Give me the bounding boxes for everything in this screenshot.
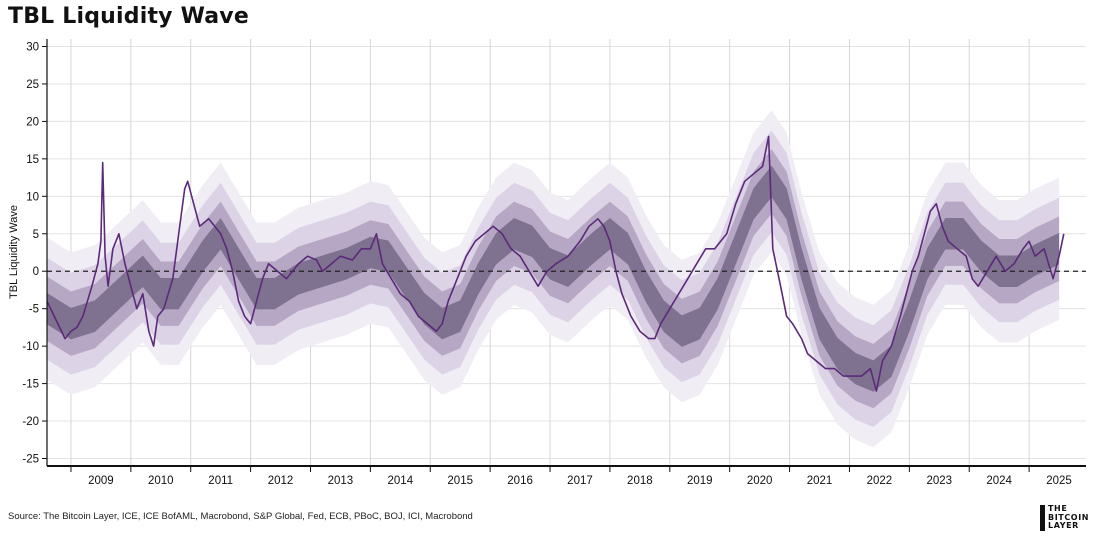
series-line-actual <box>46 135 1065 392</box>
y-tick-label: -10 <box>22 341 39 353</box>
x-tick-label: 2018 <box>627 475 653 487</box>
logo-line-2: BITCOIN <box>1048 512 1090 522</box>
y-tick-label: 25 <box>26 79 39 91</box>
y-tick-label: -25 <box>22 454 39 466</box>
y-tick-label: 15 <box>26 154 39 166</box>
y-tick-label: -20 <box>22 416 39 428</box>
y-tick-label: 10 <box>26 191 39 203</box>
x-tick-label: 2021 <box>807 475 833 487</box>
x-tick-label: 2025 <box>1046 475 1072 487</box>
x-tick-label: 2014 <box>388 475 414 487</box>
source-note: Source: The Bitcoin Layer, ICE, ICE BofA… <box>8 511 473 522</box>
y-tick-label: 20 <box>26 116 39 128</box>
logo-line-1: THE <box>1048 504 1068 513</box>
x-tick-label: 2015 <box>447 475 473 487</box>
x-tick-label: 2016 <box>507 475 533 487</box>
y-tick-label: 5 <box>33 229 39 241</box>
x-tick-label: 2009 <box>88 475 114 487</box>
y-tick-label: 30 <box>26 41 39 53</box>
confidence-bands <box>47 110 1060 448</box>
x-tick-label: 2019 <box>687 475 713 487</box>
y-axis-label: TBL Liquidity Wave <box>8 205 20 299</box>
x-tick-label: 2013 <box>328 475 354 487</box>
chart-title: TBL Liquidity Wave <box>8 4 249 29</box>
y-tick-label: -5 <box>29 304 39 316</box>
x-tick-label: 2020 <box>747 475 773 487</box>
band-core <box>47 165 1060 392</box>
y-tick-label: -15 <box>22 379 39 391</box>
x-tick-label: 2024 <box>986 475 1012 487</box>
x-tick-label: 2017 <box>567 475 593 487</box>
logo-line-3: LAYER <box>1048 521 1079 531</box>
x-tick-label: 2023 <box>926 475 952 487</box>
x-tick-label: 2022 <box>867 475 893 487</box>
bitcoin-layer-logo: THE BITCOIN LAYER <box>1040 504 1094 531</box>
logo-bar <box>1040 505 1045 531</box>
logo-text: THE BITCOIN LAYER <box>1048 504 1090 531</box>
x-tick-label: 2011 <box>208 475 233 487</box>
x-tick-label: 2012 <box>268 475 294 487</box>
y-tick-label: 0 <box>33 266 39 278</box>
series-lines <box>46 135 1065 392</box>
x-tick-label: 2010 <box>148 475 174 487</box>
